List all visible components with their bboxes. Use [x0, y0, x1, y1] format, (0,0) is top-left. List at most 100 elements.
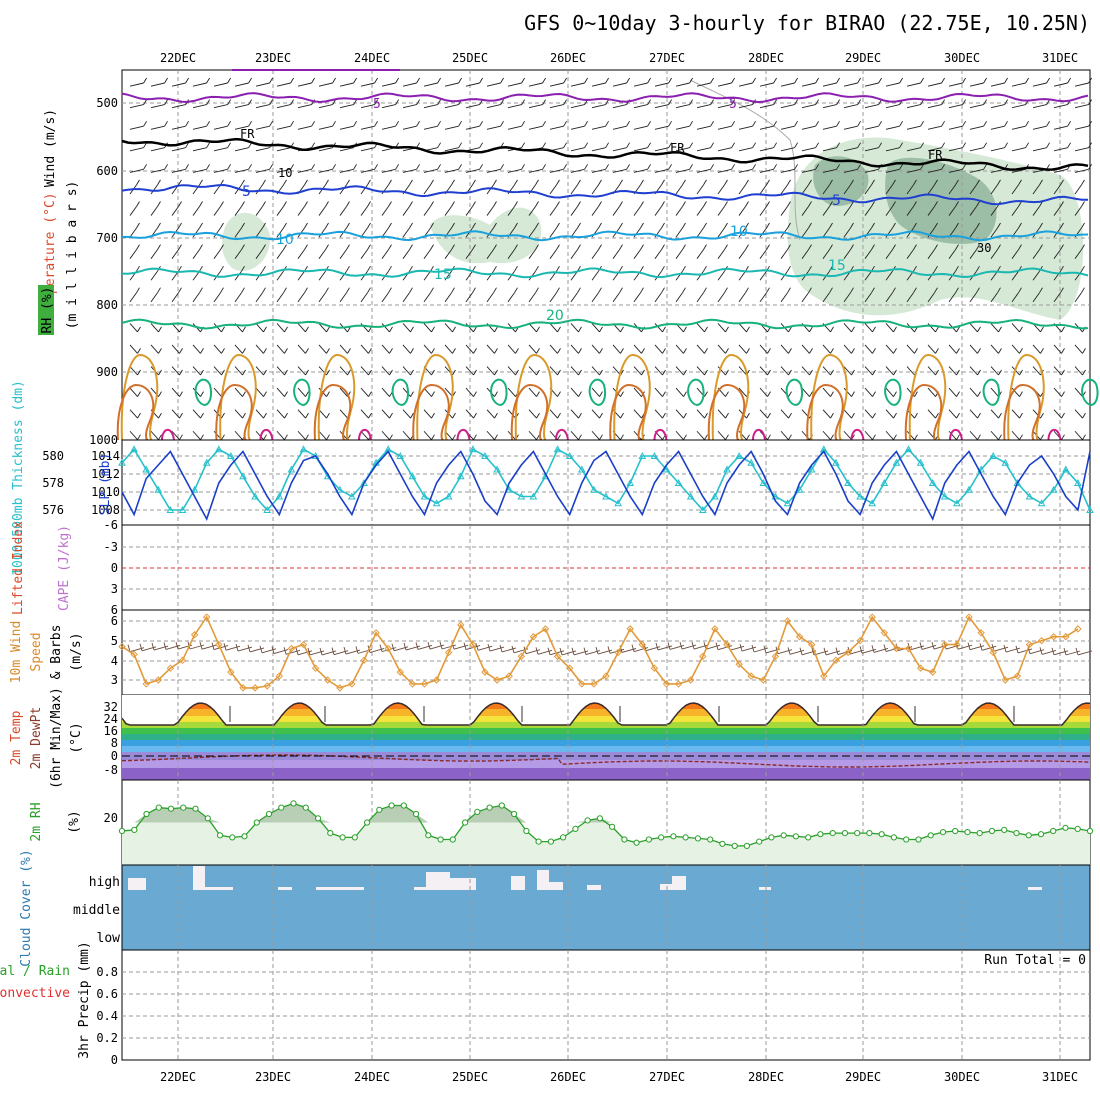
wind-barb-flag: [809, 326, 813, 333]
wind-barb: [129, 323, 138, 333]
wind-barb-flag: [241, 201, 245, 207]
wind10m-barb: [1029, 649, 1045, 655]
wind-barb-flag: [388, 179, 392, 186]
wind-barb-flag: [619, 244, 623, 250]
wind-barb: [192, 147, 207, 152]
wind-barb-flag: [598, 222, 602, 229]
wind-barb: [801, 168, 816, 173]
wind-barb: [864, 366, 873, 376]
wind-barb: [1032, 125, 1047, 130]
wind-barb: [738, 344, 747, 354]
wind-barb-flag: [1046, 120, 1050, 127]
wind-barb-flag: [977, 391, 981, 397]
wind-barb-flag: [794, 120, 798, 127]
wind-barb: [234, 387, 243, 397]
rh-axis: 20: [104, 811, 118, 825]
isotherm-15: [121, 267, 1089, 279]
wind-barb-flag: [431, 412, 435, 419]
wind-barb: [192, 227, 200, 238]
tick-label: 6: [111, 614, 118, 628]
ylabel-minmax: (6hr Min/Max): [49, 687, 64, 789]
wind-barb: [654, 147, 669, 152]
wind10m-barb: [933, 644, 949, 650]
wind-barb: [1011, 270, 1019, 281]
wind-barb-flag: [521, 99, 525, 105]
date-label-top: 23DEC: [255, 51, 291, 65]
wind-barb-flag: [283, 287, 287, 293]
wind-barb-flag: [725, 434, 729, 440]
wind-barb-flag: [941, 120, 945, 127]
wind10m-point: [263, 682, 271, 690]
wind-barb-flag: [473, 412, 477, 419]
wind-barb: [717, 168, 732, 173]
wind-barb-flag: [605, 99, 609, 105]
wind-barb: [570, 104, 585, 109]
wind-barb: [297, 104, 312, 109]
wind-barb-flag: [746, 348, 750, 354]
wind-barb: [360, 125, 375, 130]
wind-barb-flag: [388, 222, 392, 229]
wind-barb: [318, 147, 333, 152]
wind-barb-flag: [493, 222, 497, 229]
wind-barb: [486, 227, 494, 238]
wind10m-barb: [1041, 649, 1057, 655]
wind-barb: [927, 206, 935, 216]
isotherm-10: [121, 230, 1089, 242]
wind-barb: [129, 387, 138, 397]
wind-barb-flag: [521, 77, 525, 84]
wind10m-barb-flag: [571, 647, 575, 656]
wind-barb-flag: [710, 99, 714, 105]
wind-barb-flag: [305, 348, 309, 354]
wind10m-barb: [429, 644, 445, 650]
wind-barb: [717, 206, 725, 216]
wind-barb-flag: [452, 412, 456, 419]
wind-barb-flag: [619, 287, 623, 293]
wind-barb: [696, 366, 705, 376]
wind-barb-flag: [941, 77, 945, 84]
warm-core-contour: [456, 428, 471, 441]
wind-barb-flag: [304, 287, 308, 293]
wind-barb-flag: [808, 201, 812, 207]
wind10m-barb-flag: [751, 644, 755, 653]
thickness-point: [880, 478, 889, 486]
wind-barb: [1032, 206, 1040, 216]
wind-barb-flag: [157, 244, 161, 250]
wind10m-barb-flag: [967, 642, 971, 650]
wind-barb: [129, 430, 138, 440]
ylabel-convective: Convective: [0, 986, 70, 1001]
wind10m-point: [856, 636, 864, 645]
wind-barb: [423, 323, 432, 333]
wind-barb-flag: [1004, 120, 1008, 127]
wind-barb-flag: [578, 348, 582, 354]
wind10m-point: [215, 640, 223, 649]
wind-barb-flag: [794, 99, 798, 105]
wind-barb-flag: [431, 434, 435, 440]
wind-barb: [990, 227, 998, 238]
wind-barb: [213, 147, 228, 152]
wind-barb: [738, 292, 746, 303]
wind-barb: [486, 184, 494, 195]
wind-barb-flag: [913, 222, 917, 229]
wind-barb-flag: [494, 348, 498, 354]
wind-barb-flag: [242, 326, 246, 333]
wind-barb: [339, 184, 347, 195]
wind-barb-flag: [199, 265, 203, 272]
rh-point: [633, 839, 640, 846]
wind-barb-flag: [1067, 120, 1071, 127]
wind-barb: [360, 387, 369, 397]
wind10m-barb-flag: [631, 644, 635, 652]
wind-barb: [696, 206, 704, 216]
thickness-point: [360, 478, 368, 486]
wind-barb-flag: [220, 179, 224, 186]
wind-barb-flag: [962, 77, 966, 84]
wind-barb: [801, 344, 810, 354]
wind-barb: [990, 82, 1005, 87]
rh-point: [498, 802, 505, 809]
wind-barb-flag: [977, 412, 981, 419]
moist-contour: [982, 378, 1000, 406]
wind-barb-flag: [619, 222, 623, 229]
wind10m-barb-flag: [667, 642, 671, 650]
wind-barb-flag: [557, 412, 561, 419]
wind-barb: [255, 125, 270, 130]
wind10m-point: [142, 680, 150, 688]
